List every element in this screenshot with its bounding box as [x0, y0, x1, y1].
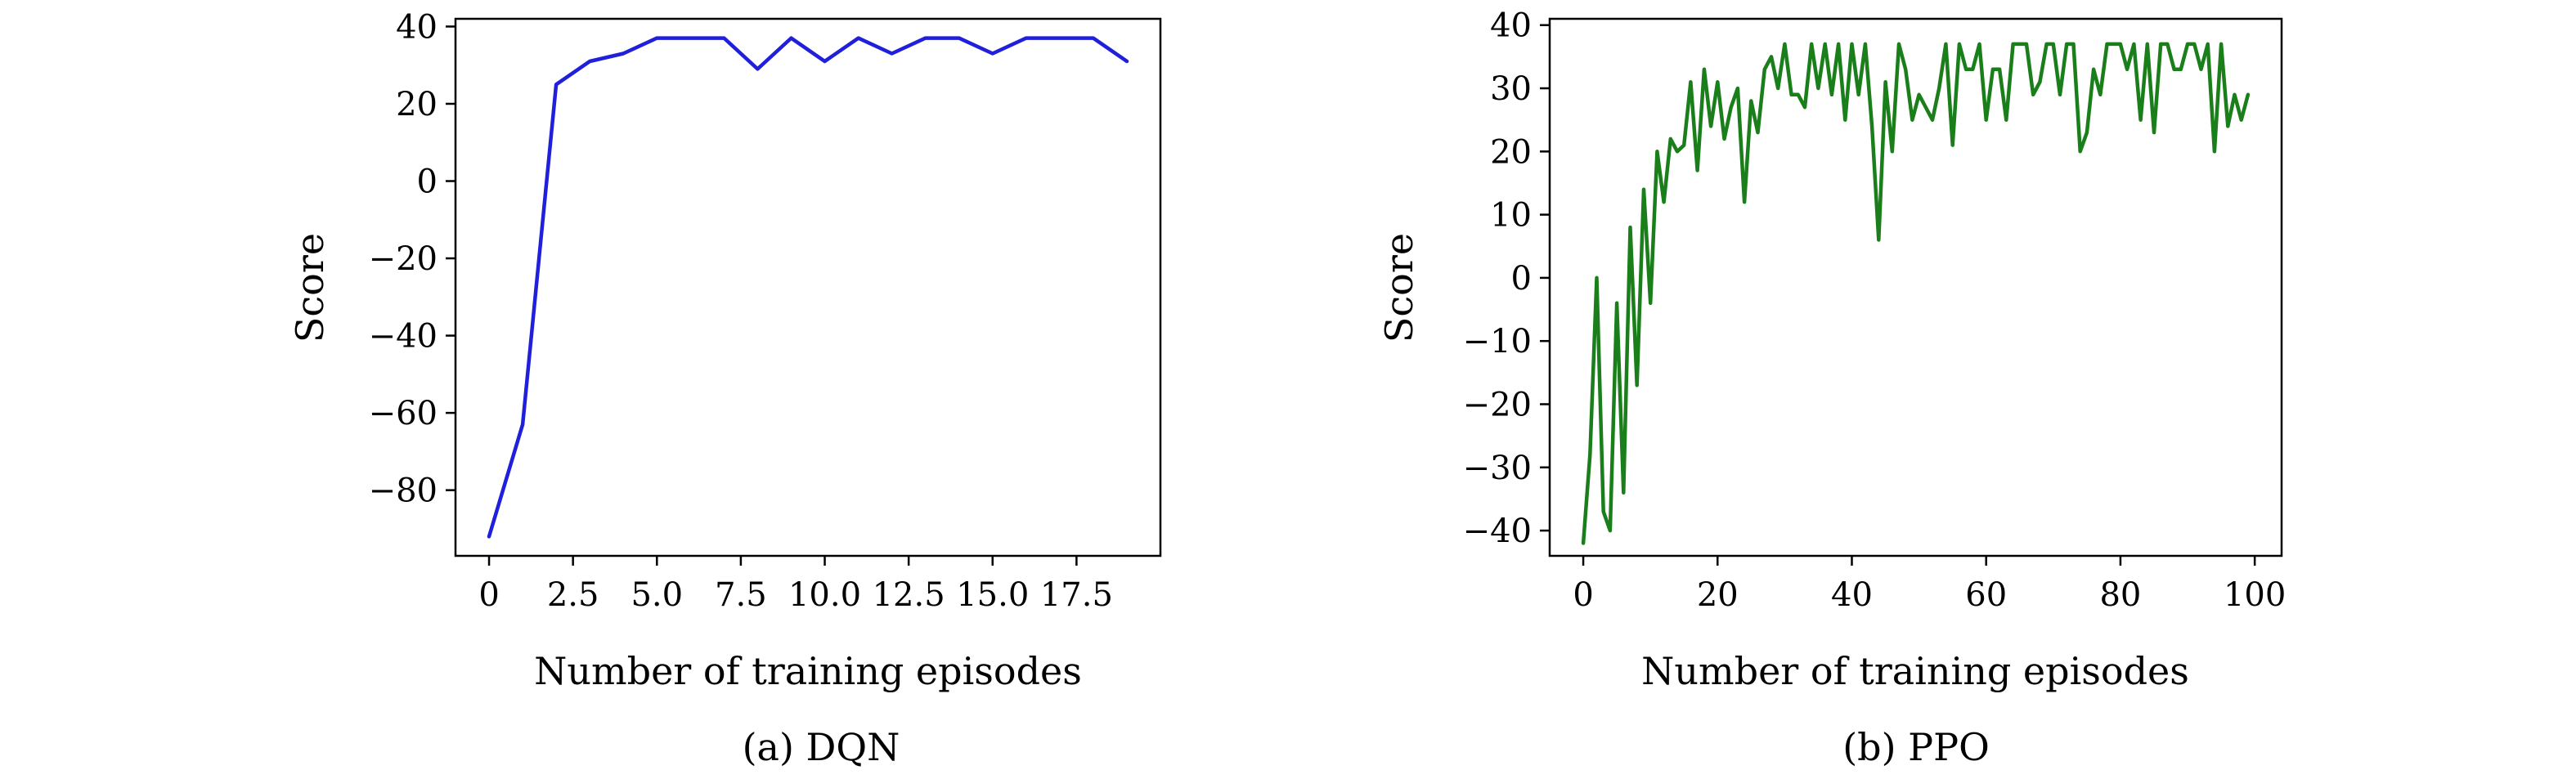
dqn-ytick-label: −40 [369, 318, 438, 356]
ppo-ytick-label: −40 [1463, 513, 1532, 550]
ppo-xtick-label: 60 [1965, 576, 2007, 614]
dqn-x-axis: 0 2.5 5.0 7.5 10.0 12.5 15.0 17.5 [478, 556, 1113, 614]
ppo-score-line [1581, 42, 2251, 545]
ppo-series [1581, 42, 2251, 545]
ppo-ytick-label: 10 [1490, 197, 1532, 235]
panel-ppo: 0 20 40 60 80 100 −40 −30 −20 −10 0 10 20 30 40 Numbe… [1377, 7, 2286, 769]
dqn-y-axis: −80 −60 −40 −20 0 20 40 [369, 8, 456, 510]
dqn-caption: (a) DQN [743, 725, 900, 769]
panel-dqn: 0 2.5 5.0 7.5 10.0 12.5 15.0 17.5 −80 −60 −40 −20 0… [288, 8, 1162, 769]
ppo-ytick-label: 40 [1490, 7, 1532, 45]
dqn-series [487, 36, 1129, 539]
ppo-xtick-label: 0 [1573, 576, 1593, 614]
dqn-xlabel: Number of training episodes [534, 649, 1082, 693]
ppo-xtick-label: 80 [2099, 576, 2141, 614]
dqn-ytick-label: 0 [417, 163, 438, 201]
dqn-xtick-label: 17.5 [1040, 576, 1113, 614]
ppo-xtick-label: 20 [1697, 576, 1739, 614]
dqn-ytick-label: 40 [396, 8, 438, 46]
dqn-xtick-label: 0 [478, 576, 499, 614]
ppo-ytick-label: 30 [1490, 70, 1532, 108]
ppo-y-axis: −40 −30 −20 −10 0 10 20 30 40 [1463, 7, 1550, 550]
ppo-ylabel: Score [1377, 233, 1421, 342]
ppo-x-axis: 0 20 40 60 80 100 [1573, 556, 2286, 614]
ppo-ytick-label: −10 [1463, 323, 1532, 360]
dqn-xtick-label: 7.5 [715, 576, 767, 614]
dqn-ytick-label: −60 [369, 395, 438, 432]
ppo-xtick-label: 100 [2224, 576, 2286, 614]
dqn-xtick-label: 10.0 [788, 576, 861, 614]
dqn-ytick-label: −20 [369, 240, 438, 278]
dqn-score-line [487, 36, 1129, 539]
ppo-xtick-label: 40 [1831, 576, 1873, 614]
dqn-xtick-label: 15.0 [956, 576, 1029, 614]
ppo-ytick-label: 0 [1511, 260, 1532, 298]
ppo-ytick-label: 20 [1490, 133, 1532, 171]
dqn-ylabel: Score [288, 233, 332, 342]
dqn-xtick-label: 2.5 [547, 576, 599, 614]
dqn-xtick-label: 5.0 [631, 576, 683, 614]
ppo-plot-frame [1548, 17, 2283, 557]
dqn-xtick-label: 12.5 [873, 576, 945, 614]
ppo-ytick-label: −20 [1463, 386, 1532, 423]
dqn-ytick-label: −80 [369, 472, 438, 510]
dqn-ytick-label: 20 [396, 86, 438, 123]
ppo-xlabel: Number of training episodes [1641, 649, 2189, 693]
ppo-ytick-label: −30 [1463, 450, 1532, 487]
ppo-caption: (b) PPO [1842, 725, 1990, 769]
dqn-plot-frame [454, 17, 1162, 557]
